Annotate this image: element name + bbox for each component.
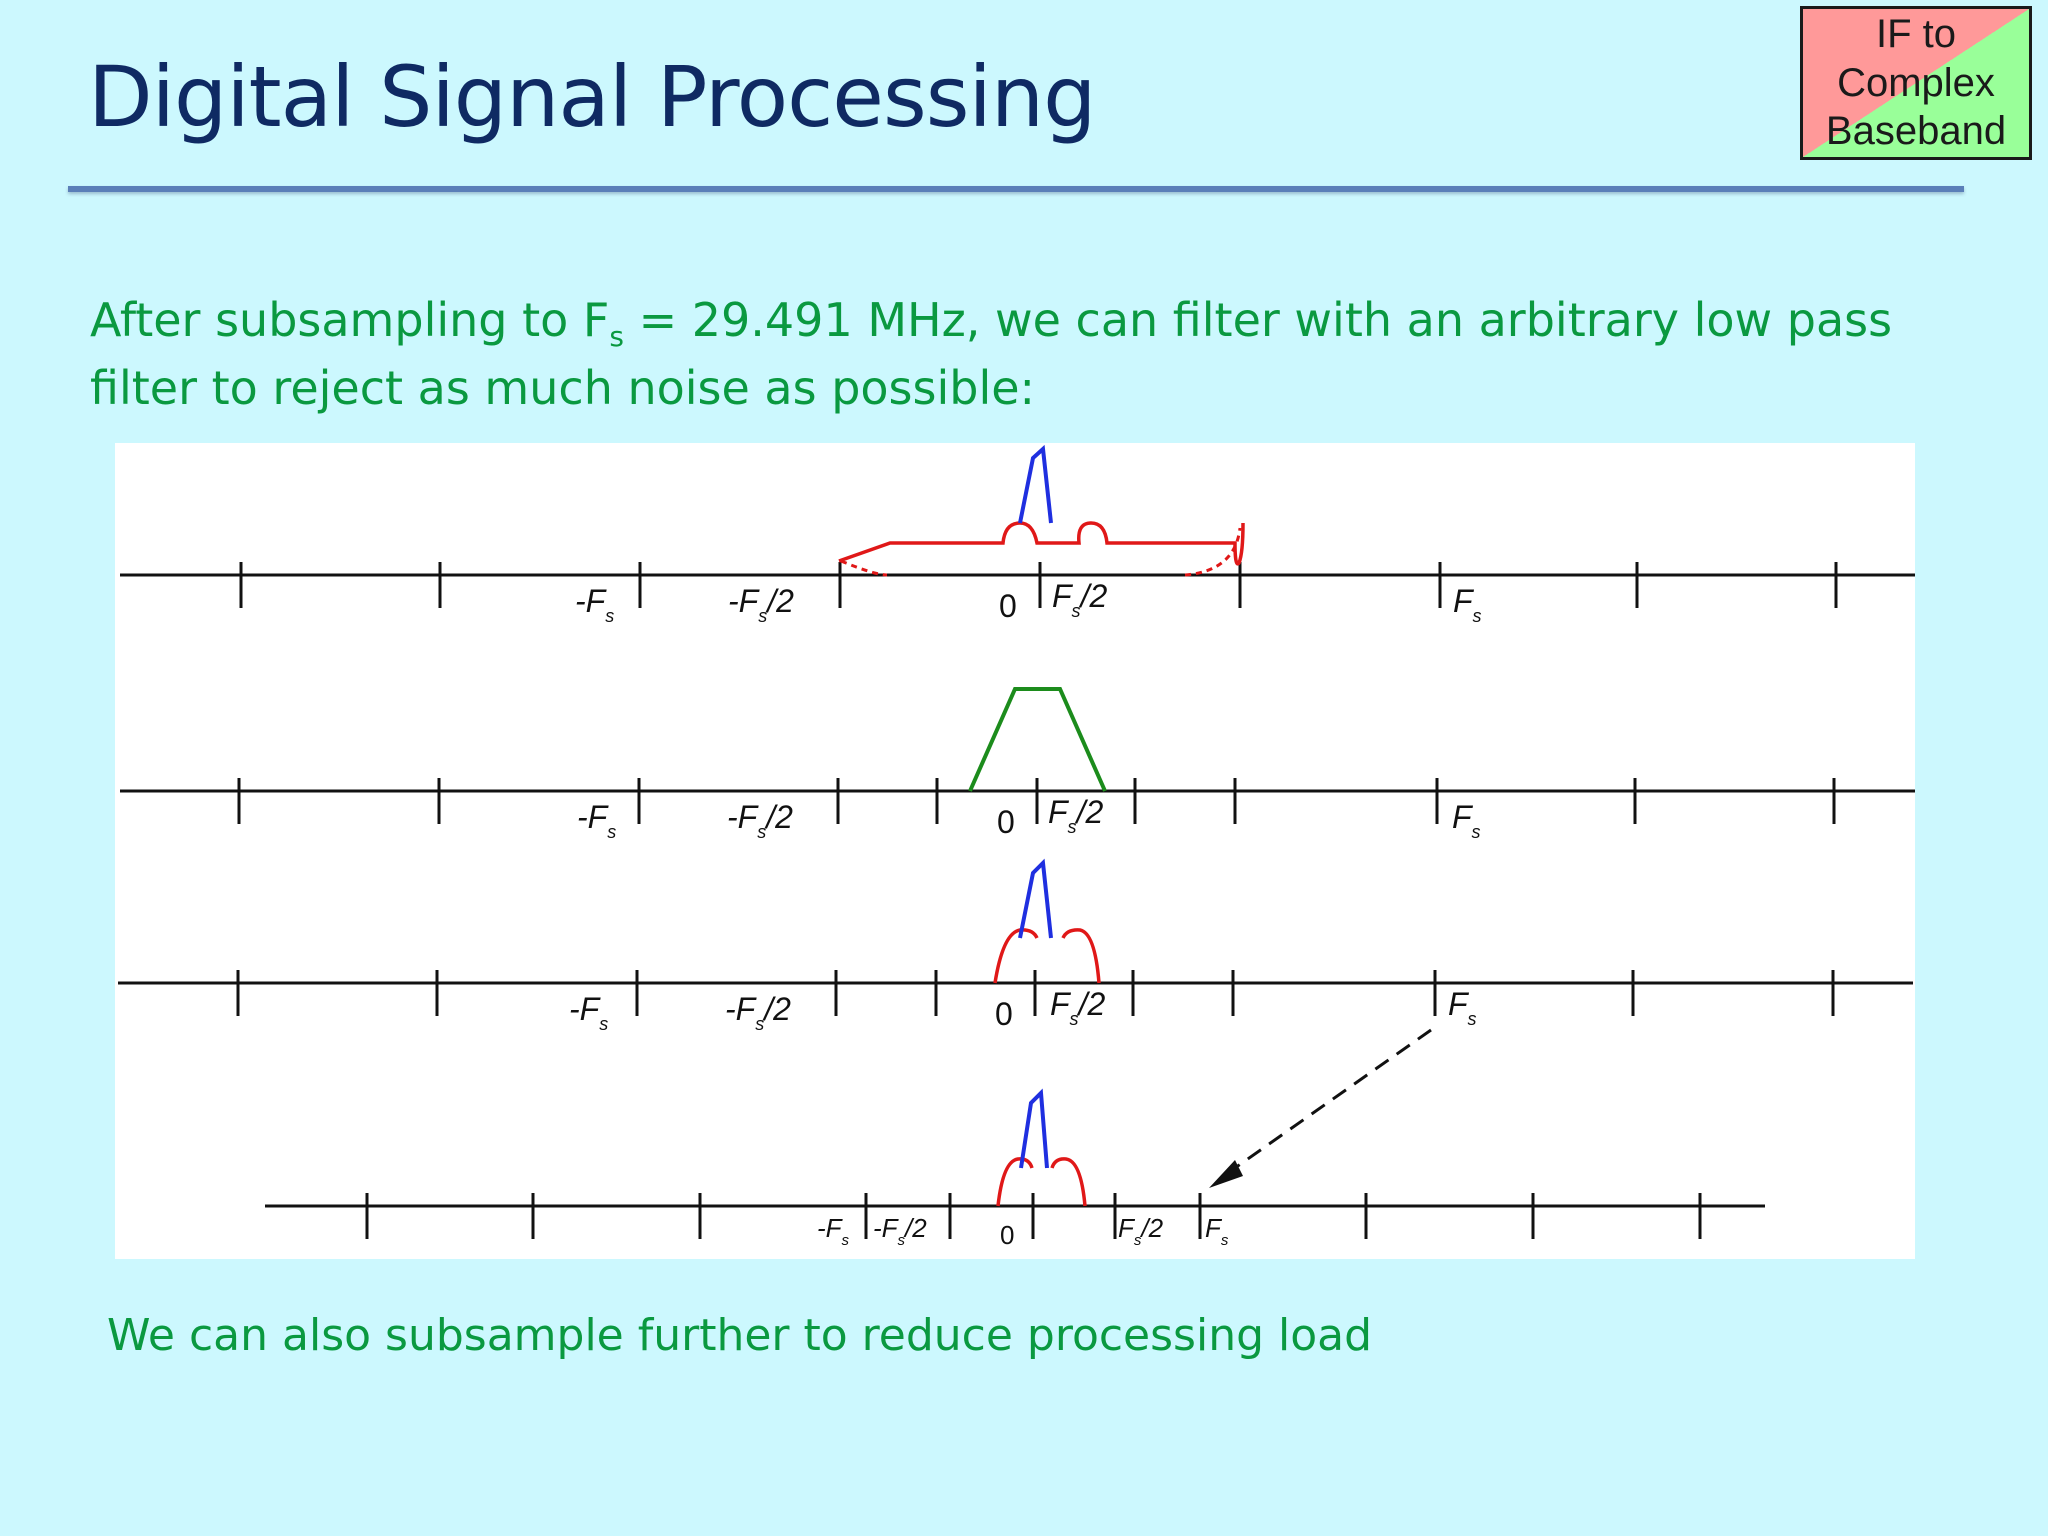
row1-label-neg-fs: -F <box>575 583 608 619</box>
row3-labels: -Fs -Fs/2 0 Fs/2 Fs <box>569 986 1477 1034</box>
row4-label-fs: F <box>1205 1213 1223 1243</box>
row3-label-neg-fs-half-sub: s <box>755 1014 764 1034</box>
row2-labels: -Fs -Fs/2 0 Fs/2 Fs <box>577 794 1481 842</box>
row3-label-zero: 0 <box>995 996 1013 1032</box>
row2-label-neg-fs-half: -F <box>727 799 760 835</box>
row2-filter-curve <box>968 687 1107 792</box>
row3-label-fs-half-suffix: /2 <box>1077 986 1106 1022</box>
row3-axis <box>118 970 1913 1016</box>
row1-signal-peak <box>1018 444 1053 524</box>
row4-label-neg-fs-half: -F <box>873 1213 900 1243</box>
row1-axis <box>120 562 1915 608</box>
svg-text:Fs: Fs <box>1205 1213 1229 1249</box>
intro-text: After subsampling to Fs = 29.491 MHz, we… <box>90 286 1910 422</box>
row2-label-fs-half: F <box>1048 794 1070 830</box>
row4-axis <box>265 1193 1765 1239</box>
row3-label-fs: F <box>1448 986 1470 1022</box>
row4-labels: -Fs -Fs/2 0 Fs/2 Fs <box>817 1213 1229 1250</box>
svg-text:-Fs: -Fs <box>569 991 608 1034</box>
row4-label-fs-half: F <box>1118 1213 1136 1243</box>
row4-signal-peak <box>1019 1088 1049 1169</box>
row4-label-neg-fs: -F <box>817 1213 844 1243</box>
svg-text:Fs/2: Fs/2 <box>1050 986 1105 1029</box>
svg-text:Fs/2: Fs/2 <box>1048 794 1103 837</box>
svg-text:-Fs: -Fs <box>575 583 614 626</box>
row2-label-neg-fs: -F <box>577 799 610 835</box>
section-badge: IF to Complex Baseband <box>1800 6 2032 160</box>
row3-signal-peak <box>1018 858 1053 939</box>
row2-label-zero: 0 <box>997 804 1015 840</box>
badge-line-3: Baseband <box>1825 109 2007 154</box>
title-divider <box>68 186 1964 192</box>
page-title: Digital Signal Processing <box>88 48 1096 146</box>
row2-label-fs-half-sub: s <box>1068 817 1077 837</box>
row4-label-neg-fs-half-suffix: /2 <box>903 1213 927 1243</box>
row3-label-fs-sub: s <box>1468 1009 1477 1029</box>
spectrum-diagram: -Fs -Fs/2 0 Fs/2 Fs -Fs -Fs/2 0 Fs/2 Fs … <box>115 443 1915 1259</box>
svg-text:-Fs/2: -Fs/2 <box>725 991 791 1034</box>
footer-note: We can also subsample further to reduce … <box>107 1310 1373 1361</box>
row1-label-fs-sub: s <box>1473 606 1482 626</box>
resample-arrow-line <box>1224 1028 1432 1177</box>
row3-noise-curve <box>993 928 1101 984</box>
row2-label-fs: F <box>1452 799 1474 835</box>
row1-noise-alias-left <box>840 559 888 577</box>
row3-label-neg-fs: -F <box>569 991 602 1027</box>
row1-label-neg-fs-half-sub: s <box>758 606 767 626</box>
row2-label-neg-fs-half-suffix: /2 <box>764 799 793 835</box>
row1-label-fs-half: F <box>1052 578 1074 614</box>
row1-noise-alias-right <box>1184 527 1242 577</box>
svg-text:-Fs/2: -Fs/2 <box>873 1213 927 1249</box>
row4-label-fs-half-sub: s <box>1134 1232 1142 1249</box>
row1-label-fs-half-sub: s <box>1072 601 1081 621</box>
svg-text:-Fs: -Fs <box>817 1213 850 1249</box>
row1-label-fs: F <box>1453 583 1475 619</box>
row1-noise-curve <box>838 521 1245 566</box>
row3-label-neg-fs-half: -F <box>725 991 758 1027</box>
intro-part-2: = 29.491 MHz, we can filter with an arbi… <box>90 293 1893 415</box>
row2-label-neg-fs-half-sub: s <box>757 822 766 842</box>
row1-labels: -Fs -Fs/2 0 Fs/2 Fs <box>575 578 1482 626</box>
row4-label-fs-sub: s <box>1221 1232 1229 1249</box>
row1-label-fs-half-suffix: /2 <box>1079 578 1108 614</box>
row4-noise-curve <box>996 1157 1087 1207</box>
row4-label-neg-fs-half-sub: s <box>898 1232 906 1249</box>
resample-arrow-head <box>1209 1160 1243 1188</box>
row1-label-neg-fs-half: -F <box>728 583 761 619</box>
row2-axis <box>120 778 1915 824</box>
row4-label-zero: 0 <box>1000 1220 1014 1250</box>
svg-text:-Fs/2: -Fs/2 <box>727 799 793 842</box>
row2-label-neg-fs-sub: s <box>607 822 616 842</box>
svg-text:Fs: Fs <box>1453 583 1482 626</box>
row3-label-neg-fs-half-suffix: /2 <box>762 991 791 1027</box>
row3-label-fs-half: F <box>1050 986 1072 1022</box>
row1-label-neg-fs-half-suffix: /2 <box>765 583 794 619</box>
row2-label-fs-sub: s <box>1472 822 1481 842</box>
svg-text:Fs/2: Fs/2 <box>1052 578 1107 621</box>
intro-part-1: After subsampling to F <box>90 293 610 347</box>
row3-label-fs-half-sub: s <box>1070 1009 1079 1029</box>
svg-text:Fs/2: Fs/2 <box>1118 1213 1164 1249</box>
intro-subscript: s <box>609 320 624 353</box>
badge-line-2: Complex <box>1837 60 1995 105</box>
svg-text:-Fs/2: -Fs/2 <box>728 583 794 626</box>
row1-label-neg-fs-sub: s <box>605 606 614 626</box>
badge-line-1: IF to <box>1875 11 1957 56</box>
svg-text:Fs: Fs <box>1448 986 1477 1029</box>
row1-label-zero: 0 <box>999 588 1017 624</box>
row3-label-neg-fs-sub: s <box>599 1014 608 1034</box>
row2-label-fs-half-suffix: /2 <box>1075 794 1104 830</box>
row4-label-neg-fs-sub: s <box>842 1232 850 1249</box>
spectrum-svg: -Fs -Fs/2 0 Fs/2 Fs -Fs -Fs/2 0 Fs/2 Fs … <box>118 444 1915 1250</box>
svg-text:Fs: Fs <box>1452 799 1481 842</box>
svg-text:-Fs: -Fs <box>577 799 616 842</box>
row4-label-fs-half-suffix: /2 <box>1139 1213 1163 1243</box>
